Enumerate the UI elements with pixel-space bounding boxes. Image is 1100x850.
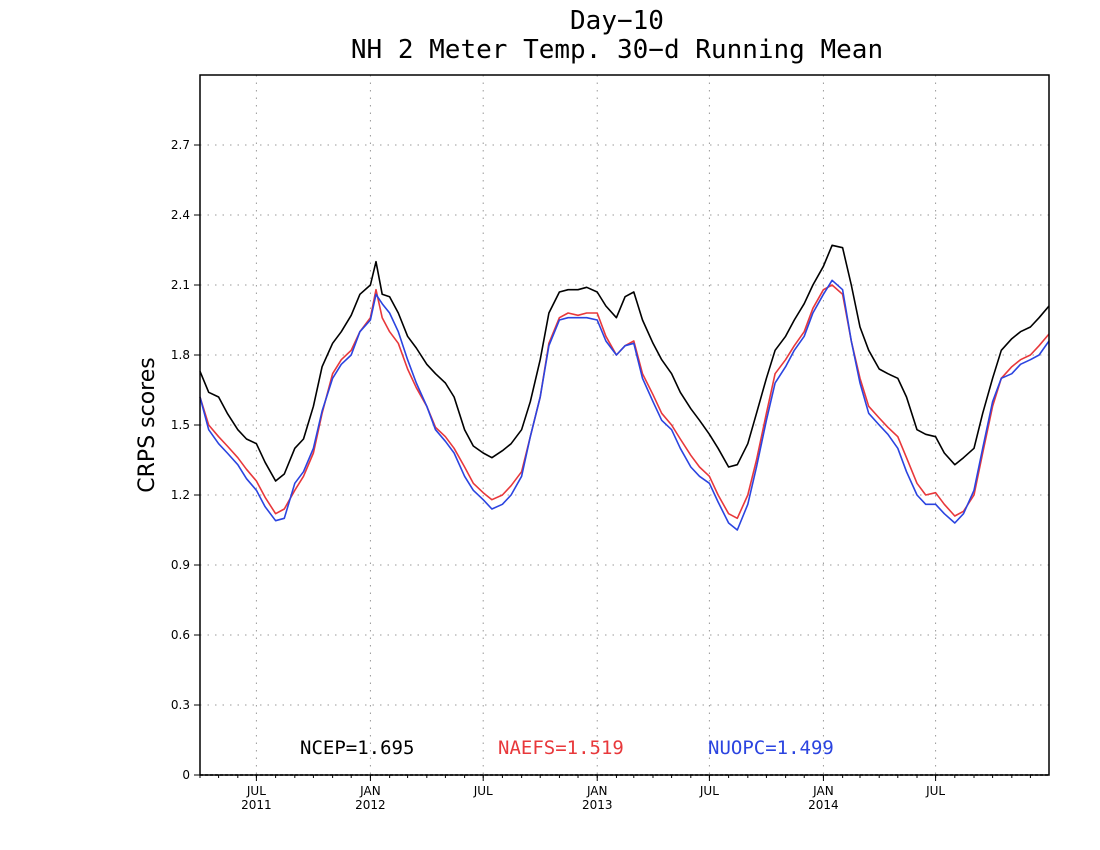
x-tick-year-label: 2013 <box>582 798 613 812</box>
y-tick-label: 1.5 <box>171 418 190 432</box>
series-lines <box>199 244 1050 531</box>
x-tick-year-label: 2011 <box>241 798 272 812</box>
series-line-ncep <box>199 244 1050 482</box>
y-tick-label: 0.9 <box>171 558 190 572</box>
legend-nuopc: NUOPC=1.499 <box>708 737 834 759</box>
x-tick-label: JUL <box>246 784 266 798</box>
x-tick-label: JUL <box>473 784 493 798</box>
y-tick-label: 0.3 <box>171 698 190 712</box>
x-tick-label: JUL <box>699 784 719 798</box>
y-axis-label: CRPS scores <box>135 357 160 492</box>
chart-subtitle: NH 2 Meter Temp. 30−d Running Mean <box>351 35 883 65</box>
legend-naefs: NAEFS=1.519 <box>498 737 624 759</box>
y-tick-label: 0 <box>182 768 190 782</box>
y-axis-ticks: 0 0.3 0.6 0.9 1.2 1.5 1.8 2.1 2.4 2.7 <box>171 138 200 782</box>
x-tick-year-label: 2012 <box>355 798 386 812</box>
y-tick-label: 2.1 <box>171 278 190 292</box>
series-line-naefs <box>199 284 1050 520</box>
y-tick-label: 2.4 <box>171 208 190 222</box>
plot-frame <box>199 74 1050 776</box>
x-tick-label: JUL <box>925 784 945 798</box>
x-tick-year-label: 2014 <box>808 798 839 812</box>
y-tick-label: 2.7 <box>171 138 190 152</box>
y-tick-label: 1.8 <box>171 348 190 362</box>
x-tick-label: JAN <box>586 784 608 798</box>
y-tick-label: 1.2 <box>171 488 190 502</box>
y-tick-label: 0.6 <box>171 628 190 642</box>
chart-title: Day−10 <box>570 6 664 36</box>
x-tick-label: JAN <box>812 784 834 798</box>
x-tick-label: JAN <box>359 784 381 798</box>
series-line-nuopc <box>199 279 1050 531</box>
legend-ncep: NCEP=1.695 <box>300 737 414 759</box>
grid-lines <box>200 75 1049 775</box>
